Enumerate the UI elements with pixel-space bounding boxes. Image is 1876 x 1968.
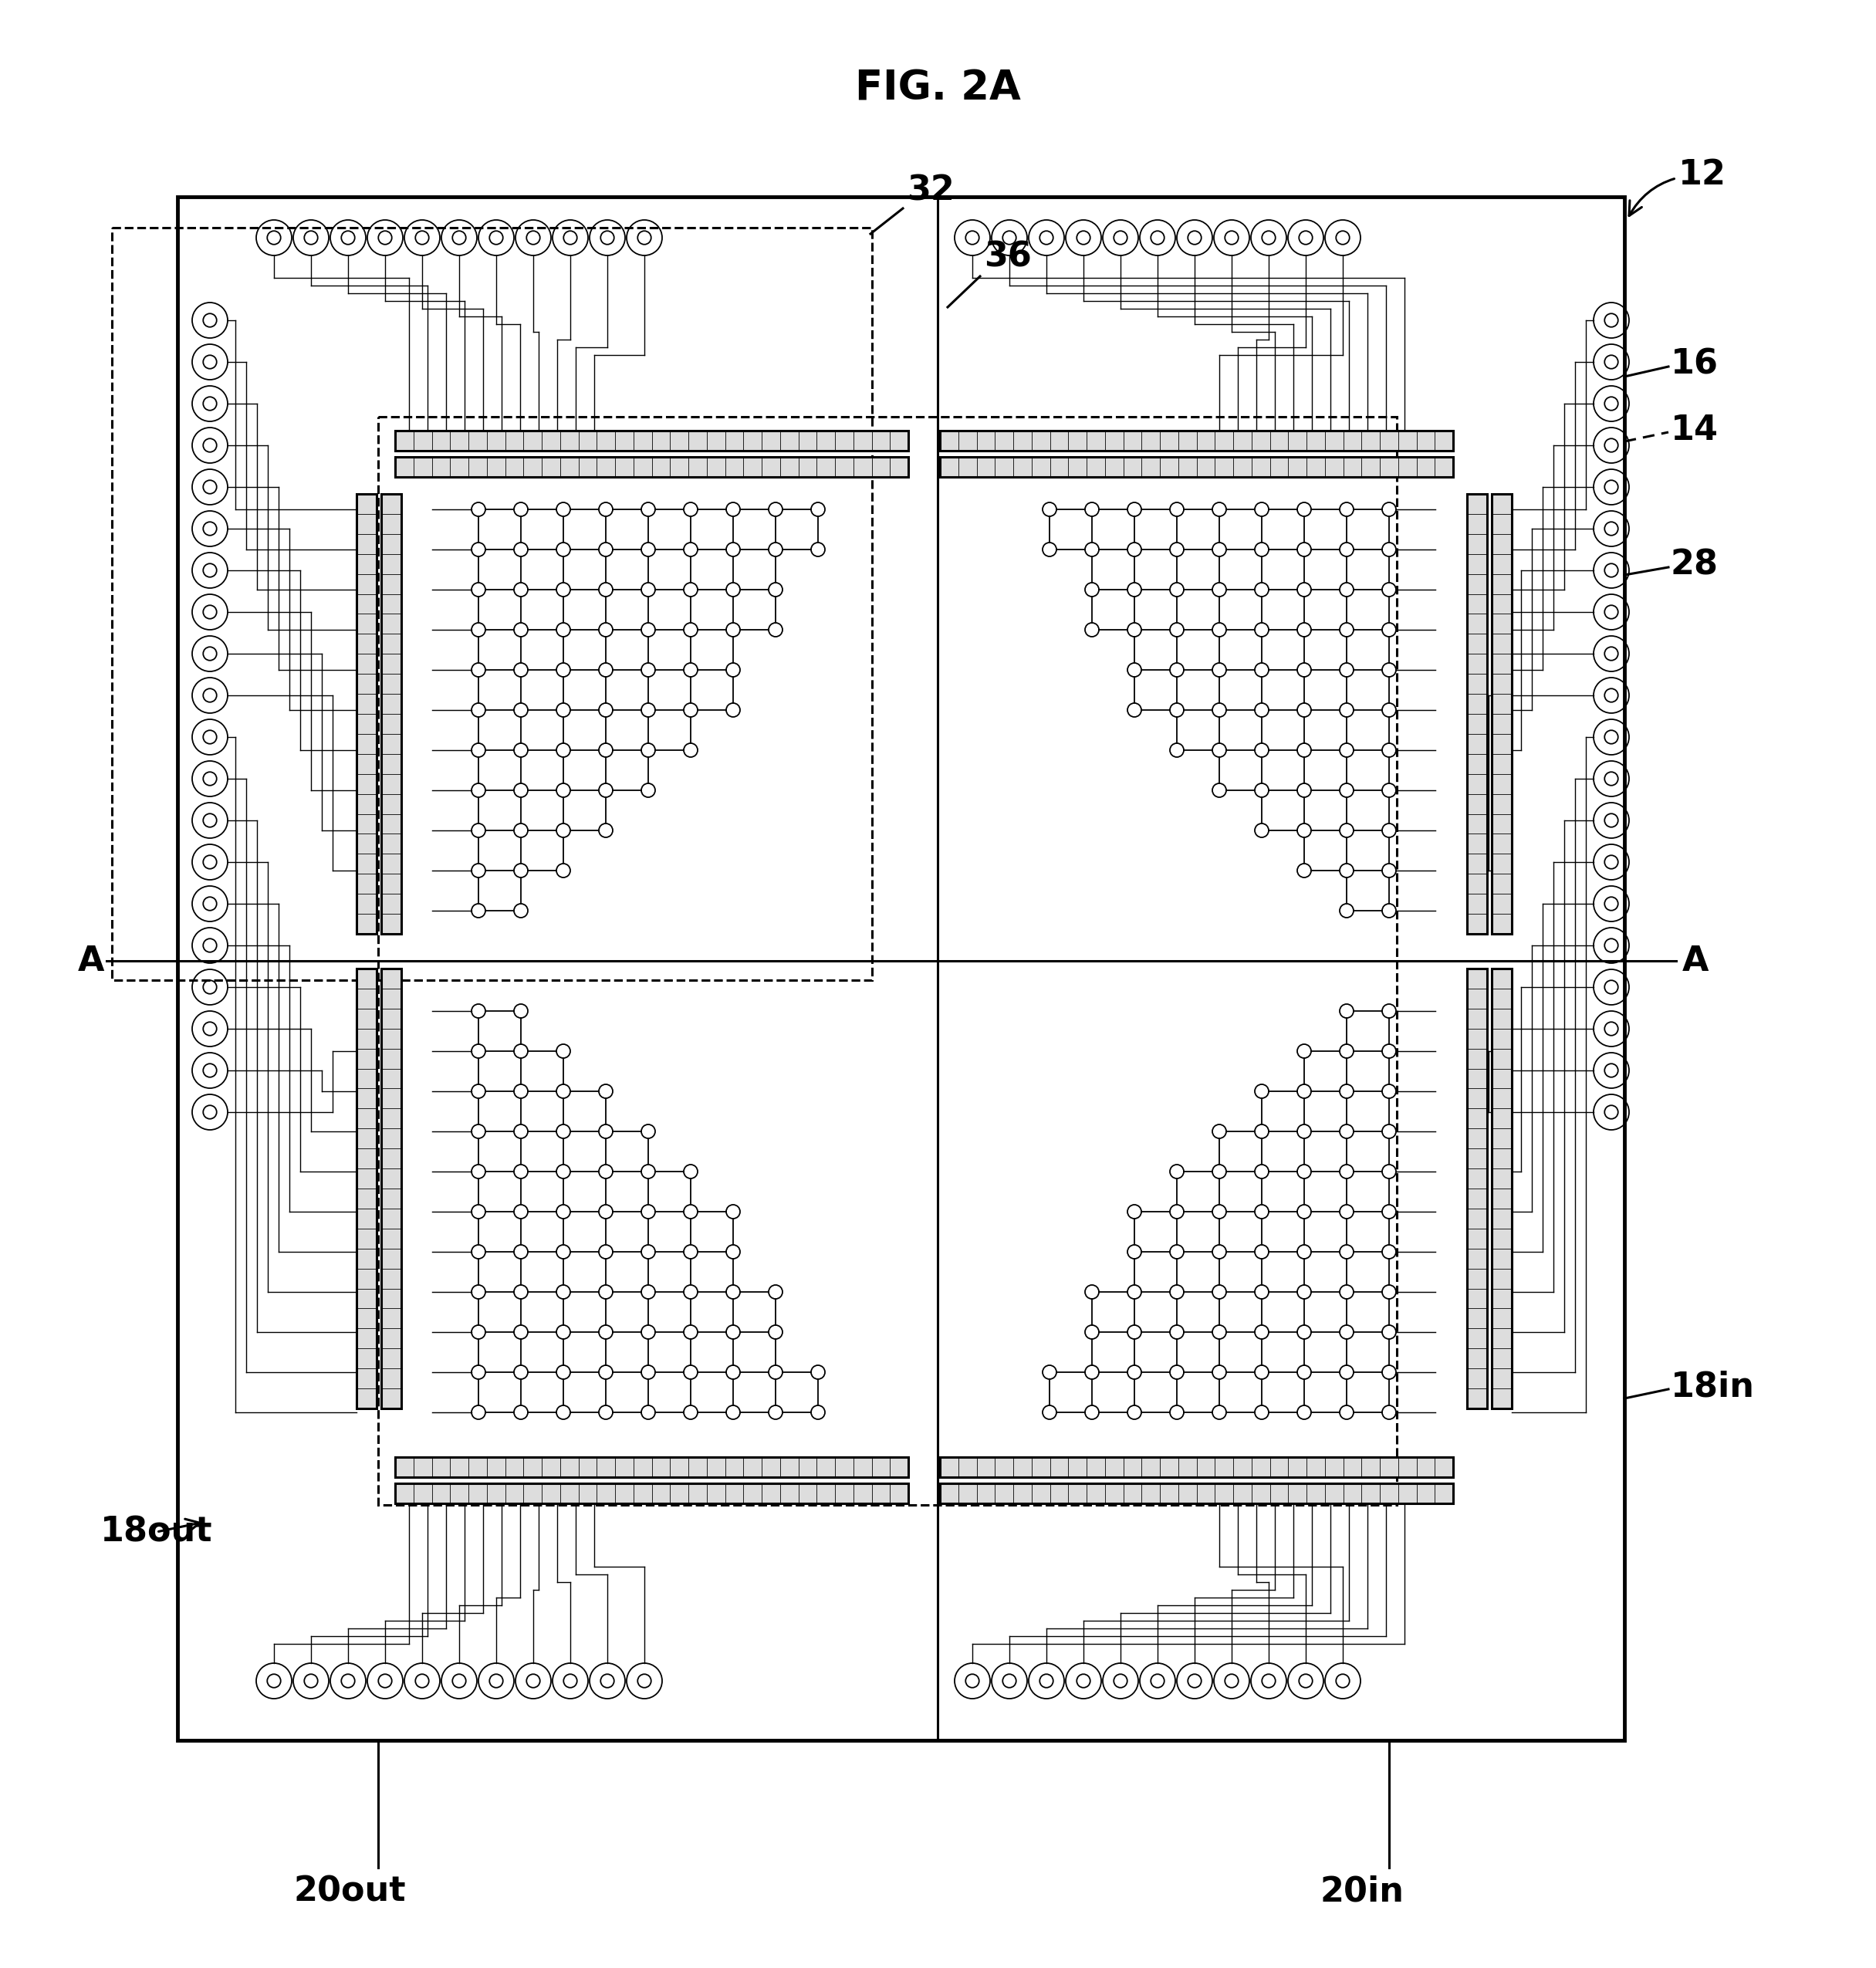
Bar bbox=[940, 1456, 1454, 1478]
Text: 12: 12 bbox=[1628, 157, 1726, 216]
Bar bbox=[356, 494, 377, 935]
Text: 18out: 18out bbox=[99, 1515, 212, 1549]
Bar bbox=[1467, 494, 1488, 935]
Bar bbox=[940, 1484, 1454, 1504]
Text: FIG. 2A: FIG. 2A bbox=[855, 69, 1021, 108]
Bar bbox=[381, 494, 401, 935]
Text: 16: 16 bbox=[1672, 348, 1718, 382]
Bar bbox=[113, 228, 872, 980]
Text: 14: 14 bbox=[1672, 413, 1718, 447]
Bar bbox=[940, 431, 1454, 451]
Bar bbox=[381, 968, 401, 1409]
Text: 20in: 20in bbox=[1319, 1876, 1403, 1909]
Text: A: A bbox=[77, 945, 105, 978]
Bar bbox=[396, 1456, 908, 1478]
Text: 20out: 20out bbox=[293, 1876, 405, 1909]
Text: 28: 28 bbox=[1672, 549, 1718, 581]
Bar bbox=[379, 417, 1398, 1506]
Bar bbox=[178, 197, 1625, 1740]
Bar bbox=[1491, 494, 1512, 935]
Text: 18in: 18in bbox=[1672, 1370, 1754, 1403]
Bar bbox=[940, 457, 1454, 476]
Bar bbox=[396, 1484, 908, 1504]
Text: 32: 32 bbox=[906, 173, 955, 207]
Bar bbox=[1491, 968, 1512, 1409]
Text: A: A bbox=[1683, 945, 1709, 978]
Bar bbox=[396, 457, 908, 476]
Bar bbox=[396, 431, 908, 451]
Bar bbox=[1467, 968, 1488, 1409]
Bar bbox=[356, 968, 377, 1409]
Text: 36: 36 bbox=[983, 240, 1032, 274]
